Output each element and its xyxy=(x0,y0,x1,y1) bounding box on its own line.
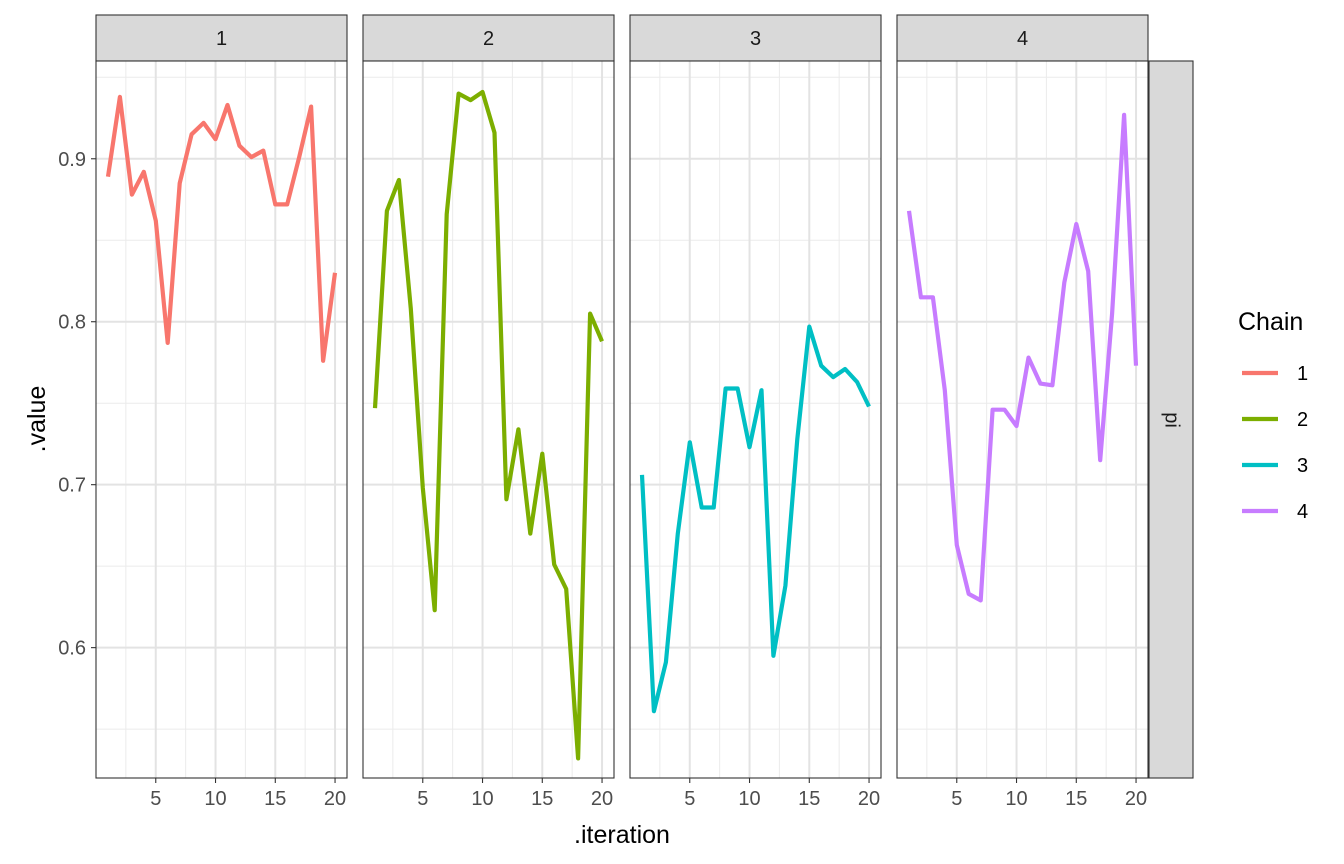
panel-border xyxy=(362,60,615,779)
y-axis-title: .value xyxy=(23,386,51,453)
x-tick-label: 20 xyxy=(1125,788,1147,810)
panel-border xyxy=(629,60,882,779)
facet-panel-3: 3 5 10 15 20 xyxy=(629,14,882,810)
facet-row-strip: pi xyxy=(1148,60,1194,779)
facet-row-strip-label: pi xyxy=(1161,412,1183,428)
series-line-chain-3 xyxy=(639,324,871,714)
legend-items: 1 2 3 4 xyxy=(1242,363,1308,523)
facet-panel-4: 4 5 10 15 20 xyxy=(896,14,1149,810)
x-tick-label: 15 xyxy=(798,788,820,810)
x-axis-title: .iteration xyxy=(574,821,670,849)
facet-strip-bg xyxy=(896,14,1149,62)
panel-background xyxy=(897,61,1148,778)
x-tick-label: 10 xyxy=(738,788,760,810)
facet-strip-bg xyxy=(95,14,348,62)
x-tick-label: 10 xyxy=(471,788,493,810)
facet-row-strip-bg xyxy=(1148,60,1194,779)
panel-background xyxy=(363,61,614,778)
series-line-chain-4 xyxy=(906,112,1139,603)
series-line-chain-1 xyxy=(105,94,338,363)
x-tick-label: 15 xyxy=(264,788,286,810)
y-tick-label: 0.7 xyxy=(58,475,86,497)
legend-label: 3 xyxy=(1297,455,1308,477)
legend-item-3: 3 xyxy=(1242,455,1308,477)
x-tick-label: 10 xyxy=(1005,788,1027,810)
legend-label: 4 xyxy=(1297,501,1308,523)
legend-title: Chain xyxy=(1238,308,1303,336)
facet-strip-bg xyxy=(362,14,615,62)
x-tick-label: 20 xyxy=(591,788,613,810)
facet-strip-label: 3 xyxy=(750,28,761,50)
legend-item-1: 1 xyxy=(1242,363,1308,385)
x-tick-label: 5 xyxy=(951,788,962,810)
legend-item-4: 4 xyxy=(1242,501,1308,523)
legend-label: 1 xyxy=(1297,363,1308,385)
facet-strip-bg xyxy=(629,14,882,62)
x-tick-label: 15 xyxy=(1065,788,1087,810)
x-tick-label: 10 xyxy=(204,788,226,810)
facet-panel-1: 15 10 15 20 xyxy=(95,14,348,810)
y-tick-label: 0.6 xyxy=(58,638,86,660)
x-tick-label: 20 xyxy=(324,788,346,810)
facet-panel-2: 2 5 10 15 20 xyxy=(362,14,615,810)
panel-background xyxy=(96,61,347,778)
legend-item-2: 2 xyxy=(1242,409,1308,431)
x-tick-label: 15 xyxy=(531,788,553,810)
facet-strip-label: 2 xyxy=(483,28,494,50)
y-tick-label: 0.9 xyxy=(58,149,86,171)
x-tick-label: 20 xyxy=(858,788,880,810)
series-line-chain-2 xyxy=(372,89,604,761)
y-tick-label: 0.8 xyxy=(58,312,86,334)
legend-label: 2 xyxy=(1297,409,1308,431)
y-axis: 0.6 0.7 0.8 0.9 xyxy=(58,149,96,660)
x-tick-label: 5 xyxy=(684,788,695,810)
panel-border xyxy=(896,60,1149,779)
x-tick-label: 5 xyxy=(417,788,428,810)
x-tick-label: 5 xyxy=(150,788,161,810)
legend: Chain 1 2 3 4 xyxy=(1238,308,1308,523)
facet-strip-label: 1 xyxy=(216,28,227,50)
facet-strip-label: 4 xyxy=(1017,28,1028,50)
panel-border xyxy=(95,60,348,779)
